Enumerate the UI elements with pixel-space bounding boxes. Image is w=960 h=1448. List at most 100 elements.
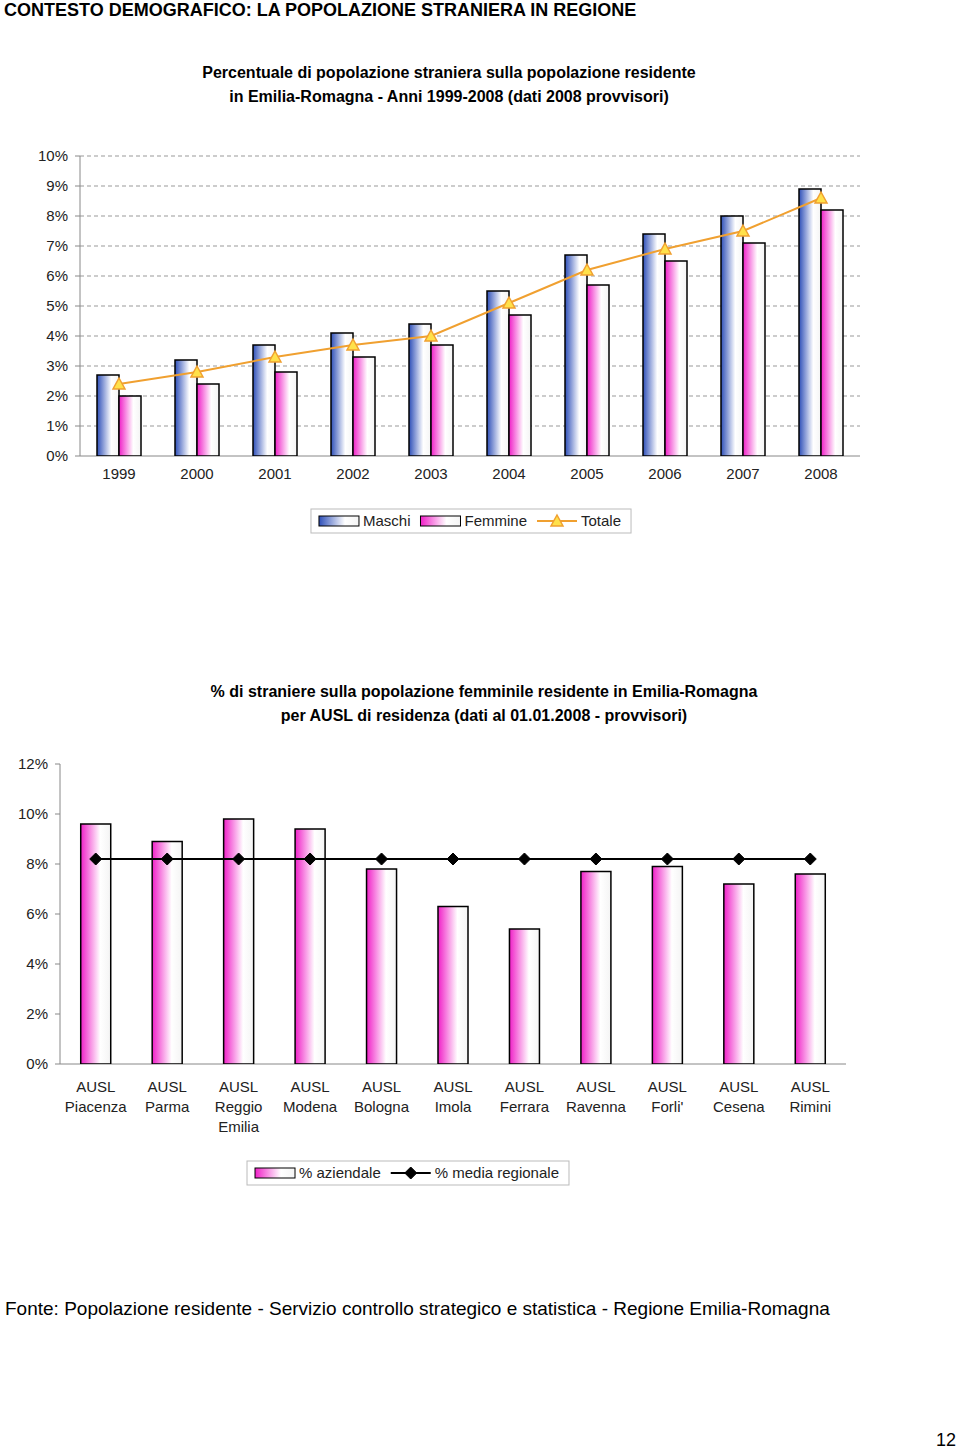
bar — [409, 324, 431, 456]
x-tick-label: 2008 — [804, 465, 837, 482]
page-header: CONTESTO DEMOGRAFICO: LA POPOLAZIONE STR… — [4, 0, 636, 20]
y-tick-label: 5% — [46, 297, 68, 314]
bar — [119, 396, 141, 456]
y-tick-label: 6% — [46, 267, 68, 284]
y-tick-label: 3% — [46, 357, 68, 374]
plot-area — [81, 819, 826, 1064]
y-tick — [75, 156, 80, 157]
line-marker — [815, 192, 827, 203]
y-tick-label: 8% — [46, 207, 68, 224]
label-line: 2003 — [414, 465, 447, 482]
y-axis — [80, 156, 81, 456]
line-marker — [233, 853, 245, 865]
y-tick — [75, 426, 80, 427]
x-tick-label: 2002 — [336, 465, 369, 482]
label-line: Rimini — [789, 1098, 831, 1115]
label-line: AUSL — [576, 1078, 615, 1095]
x-tick-label: 1999 — [102, 465, 135, 482]
title-line: per AUSL di residenza (dati al 01.01.200… — [281, 707, 687, 724]
line-marker — [737, 225, 749, 236]
label-line: Parma — [145, 1098, 190, 1115]
legend-swatch — [255, 1168, 295, 1178]
x-tick-label: AUSL Rimini — [789, 1078, 831, 1115]
x-tick-label: AUSLForli' — [648, 1078, 687, 1115]
page: CONTESTO DEMOGRAFICO: LA POPOLAZIONE STR… — [0, 0, 960, 1448]
x-tick-label: 2006 — [648, 465, 681, 482]
bar — [565, 255, 587, 456]
line-marker — [551, 515, 563, 526]
bar — [724, 884, 754, 1064]
label-line: Modena — [283, 1098, 338, 1115]
label-line: AUSL — [791, 1078, 830, 1095]
line-marker — [347, 339, 359, 350]
y-tick — [55, 914, 60, 915]
label-line: AUSL — [648, 1078, 687, 1095]
y-tick-label: 2% — [46, 387, 68, 404]
legend-label: Femmine — [464, 512, 527, 529]
line-marker — [659, 243, 671, 254]
x-tick-label: 2007 — [726, 465, 759, 482]
y-tick-label: 8% — [26, 855, 48, 872]
bar — [652, 867, 682, 1065]
legend-label: Maschi — [363, 512, 411, 529]
x-tick-label: AUSLPiacenza — [65, 1078, 127, 1115]
y-tick-label: 10% — [38, 147, 68, 164]
y-tick — [75, 336, 80, 337]
label-line: AUSL — [219, 1078, 258, 1095]
label-line: 2007 — [726, 465, 759, 482]
line — [119, 198, 821, 384]
x-tick-label: 2004 — [492, 465, 525, 482]
chart: Percentuale di popolazione straniera sul… — [38, 64, 860, 533]
grid-line — [80, 186, 860, 187]
y-tick — [75, 186, 80, 187]
label-line: AUSL — [505, 1078, 544, 1095]
bar — [367, 869, 397, 1064]
line-marker — [269, 351, 281, 362]
label-line: 2008 — [804, 465, 837, 482]
bar — [665, 261, 687, 456]
label-line: 2004 — [492, 465, 525, 482]
legend: % aziendale% media regionale — [247, 1161, 569, 1185]
legend-box — [311, 509, 631, 533]
y-tick-label: 0% — [46, 447, 68, 464]
label-line: Ferrara — [500, 1098, 550, 1115]
label-line: AUSL — [148, 1078, 187, 1095]
y-tick-label: 12% — [18, 755, 48, 772]
y-tick — [55, 814, 60, 815]
y-tick — [75, 246, 80, 247]
y-tick — [75, 306, 80, 307]
y-tick-label: 7% — [46, 237, 68, 254]
bar — [721, 216, 743, 456]
label-line: AUSL — [362, 1078, 401, 1095]
bar — [487, 291, 509, 456]
title-line: Percentuale di popolazione straniera sul… — [202, 64, 696, 81]
y-tick — [55, 1014, 60, 1015]
x-tick-label: AUSLCesena — [713, 1078, 765, 1115]
y-tick-label: 1% — [46, 417, 68, 434]
line-marker — [590, 853, 602, 865]
bar — [509, 929, 539, 1064]
bar — [197, 384, 219, 456]
chart-title: % di straniere sulla popolazione femmini… — [211, 683, 758, 724]
y-tick — [75, 396, 80, 397]
y-tick-label: 2% — [26, 1005, 48, 1022]
legend: Maschi Femmine Totale — [311, 509, 631, 533]
bar — [509, 315, 531, 456]
bar — [224, 819, 254, 1064]
label-line: AUSL — [76, 1078, 115, 1095]
y-tick — [55, 1064, 60, 1065]
y-tick — [55, 864, 60, 865]
line-marker — [376, 853, 388, 865]
bar — [799, 189, 821, 456]
legend-label: Totale — [581, 512, 621, 529]
background — [0, 0, 960, 1448]
line-marker — [405, 1167, 417, 1179]
x-tick-label: AUSLModena — [283, 1078, 338, 1115]
label-line: 2001 — [258, 465, 291, 482]
line-marker — [661, 853, 673, 865]
bar — [581, 872, 611, 1065]
legend-swatch — [319, 516, 359, 526]
chart-title: Percentuale di popolazione straniera sul… — [202, 64, 696, 105]
label-line: AUSL — [719, 1078, 758, 1095]
legend-label: % media regionale — [435, 1164, 559, 1181]
